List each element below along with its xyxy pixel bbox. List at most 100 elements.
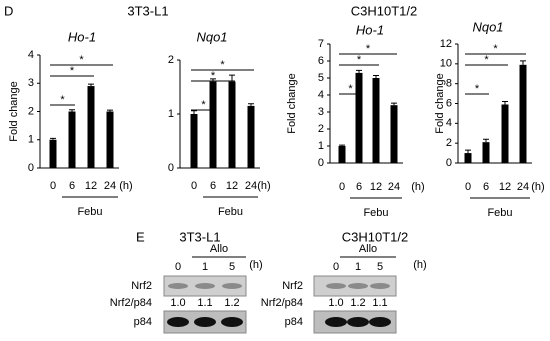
- band-label: Nrf2: [282, 280, 303, 292]
- error-bar: [69, 109, 75, 112]
- band: [194, 317, 216, 327]
- y-tick-label: 3: [318, 106, 324, 118]
- y-tick-label: 2: [318, 123, 324, 135]
- y-axis-label: Fold change: [434, 73, 446, 134]
- significance-label: *: [484, 54, 489, 66]
- ratio-value: 1.1: [197, 297, 212, 309]
- time-unit: (h): [413, 259, 426, 271]
- significance-label: *: [357, 54, 362, 66]
- ratio-value: 1.0: [170, 297, 185, 309]
- x-tick-label: 12: [226, 180, 238, 192]
- band: [167, 317, 189, 327]
- ratio-value: 1.2: [350, 297, 365, 309]
- control-label: p84: [134, 316, 152, 328]
- bar: [190, 114, 198, 168]
- blot-title: C3H10T1/2: [342, 229, 408, 244]
- bar: [390, 105, 398, 163]
- y-tick-label: 2: [28, 105, 34, 117]
- error-bar: [502, 101, 508, 105]
- blot-title: 3T3-L1: [179, 229, 220, 244]
- significance-label: *: [60, 94, 65, 106]
- bar: [501, 104, 509, 163]
- x-tick-label: 0: [191, 180, 197, 192]
- lane-label: 1: [355, 261, 361, 273]
- bar: [228, 81, 236, 168]
- x-tick-label: 6: [356, 181, 362, 193]
- y-tick-label: 8: [446, 78, 452, 90]
- band: [369, 317, 391, 327]
- band: [221, 317, 243, 327]
- x-tick-label: 6: [69, 180, 75, 192]
- bar: [355, 72, 363, 163]
- bar: [209, 81, 217, 168]
- error-bar: [520, 60, 526, 65]
- y-tick-label: 0: [168, 162, 174, 174]
- treatment-label: Allo: [359, 243, 377, 255]
- x-axis-label: Febu: [363, 207, 388, 219]
- error-bar: [391, 102, 397, 106]
- x-tick-label: 0: [339, 181, 345, 193]
- y-tick-label: 2: [168, 54, 174, 66]
- x-axis-label: Febu: [218, 206, 243, 218]
- band-label: Nrf2: [131, 280, 152, 292]
- significance-label: *: [201, 99, 206, 111]
- group-title: C3H10T1/2: [351, 3, 417, 18]
- y-tick-label: 0: [28, 162, 34, 174]
- error-bar: [465, 149, 471, 154]
- ratio-value: 1.0: [328, 297, 343, 309]
- error-bar: [107, 109, 113, 112]
- y-tick-label: 10: [440, 58, 452, 70]
- lane-label: 1: [202, 261, 208, 273]
- error-bar: [88, 83, 94, 87]
- y-tick-label: 4: [446, 117, 452, 129]
- bar: [106, 111, 114, 168]
- panel-label: D: [4, 3, 13, 18]
- chart-title: Ho-1: [356, 22, 384, 37]
- band: [370, 283, 390, 289]
- y-tick-label: 6: [318, 55, 324, 67]
- panel-label: E: [136, 229, 145, 244]
- band: [347, 317, 369, 327]
- ratio-label: Nrf2/p84: [261, 297, 303, 309]
- band: [348, 283, 368, 289]
- x-axis-label: Febu: [487, 207, 512, 219]
- y-tick-label: 1: [168, 108, 174, 120]
- significance-label: *: [493, 43, 498, 55]
- significance-label: *: [475, 83, 480, 95]
- x-unit: (h): [257, 180, 270, 192]
- error-bar: [356, 69, 362, 73]
- significance-label: *: [79, 54, 84, 66]
- x-tick-label: 0: [50, 180, 56, 192]
- lane-label: 5: [229, 261, 235, 273]
- x-tick-label: 6: [483, 181, 489, 193]
- y-tick-label: 5: [318, 72, 324, 84]
- time-unit: (h): [249, 259, 262, 271]
- bar: [482, 142, 490, 163]
- lane-label: 5: [377, 261, 383, 273]
- lane-label: 0: [175, 261, 181, 273]
- bar: [247, 105, 255, 168]
- band: [326, 283, 346, 289]
- bar: [519, 64, 527, 163]
- ratio-value: 1.2: [224, 297, 239, 309]
- x-tick-label: 12: [370, 181, 382, 193]
- bar: [49, 139, 57, 168]
- error-bar: [50, 137, 56, 140]
- chart-title: Ho-1: [68, 29, 96, 44]
- band: [222, 283, 242, 289]
- error-bar: [483, 138, 489, 143]
- y-tick-label: 1: [28, 134, 34, 146]
- x-tick-label: 24: [388, 181, 400, 193]
- chart-title: Nqo1: [472, 19, 503, 34]
- y-tick-label: 7: [318, 38, 324, 50]
- x-tick-label: 12: [85, 180, 97, 192]
- band: [195, 283, 215, 289]
- significance-label: *: [220, 59, 225, 71]
- error-bar: [191, 110, 197, 114]
- significance-label: *: [348, 83, 353, 95]
- bar: [68, 111, 76, 168]
- significance-label: *: [211, 70, 216, 82]
- ratio-label: Nrf2/p84: [110, 297, 152, 309]
- band: [325, 317, 347, 327]
